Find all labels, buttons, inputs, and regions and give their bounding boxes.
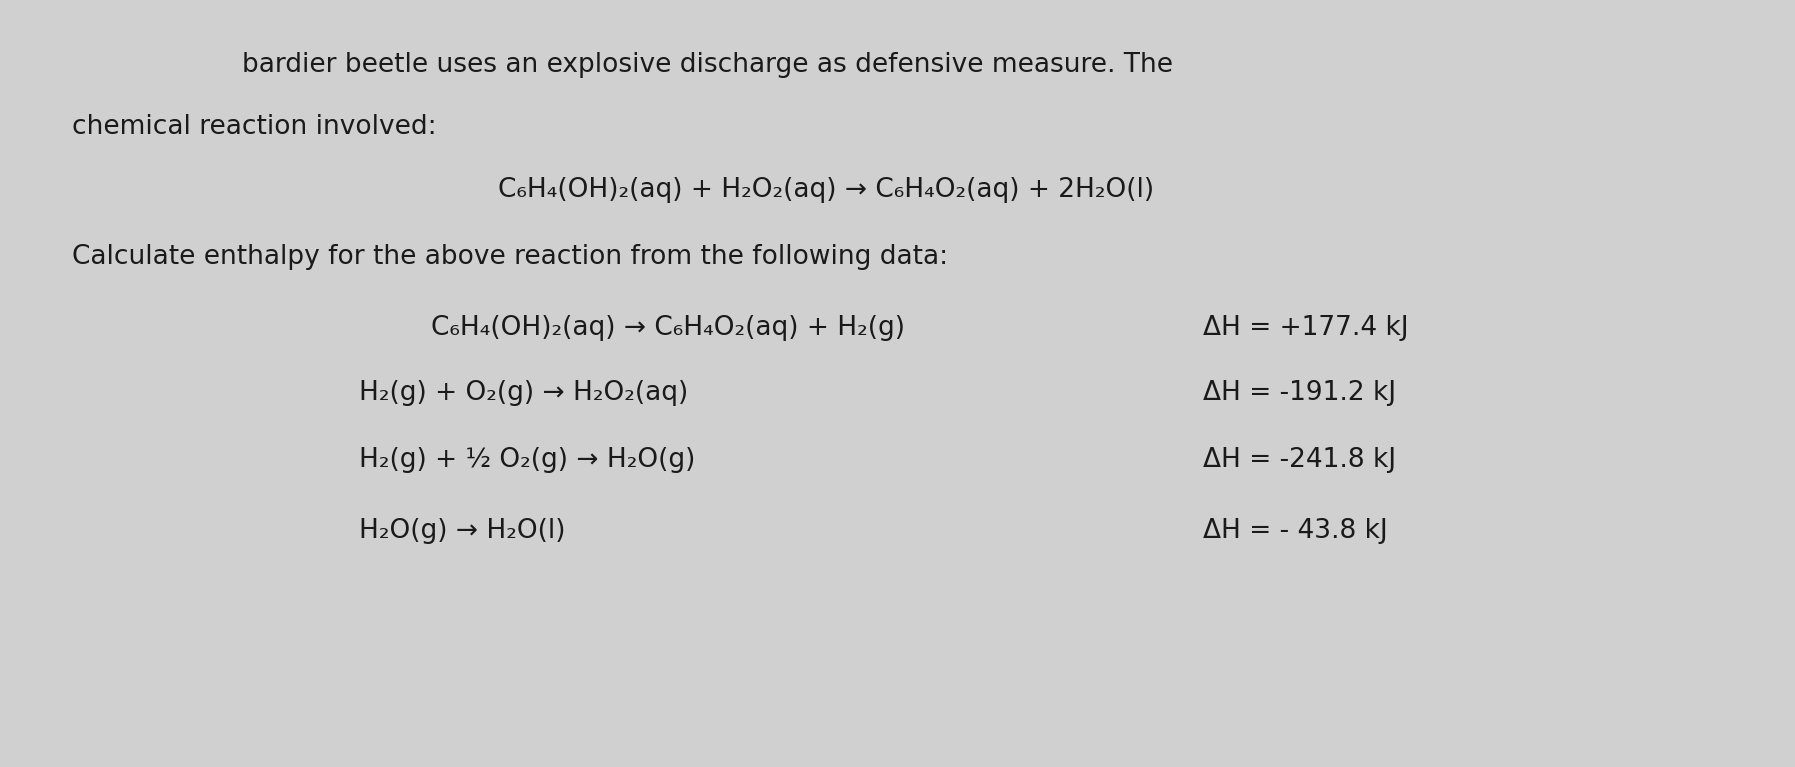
Text: Calculate enthalpy for the above reaction from the following data:: Calculate enthalpy for the above reactio… (72, 244, 948, 270)
Text: ΔH = +177.4 kJ: ΔH = +177.4 kJ (1203, 314, 1409, 341)
Text: ΔH = - 43.8 kJ: ΔH = - 43.8 kJ (1203, 518, 1388, 544)
Text: H₂(g) + O₂(g) → H₂O₂(aq): H₂(g) + O₂(g) → H₂O₂(aq) (359, 380, 687, 407)
Text: chemical reaction involved:: chemical reaction involved: (72, 114, 436, 140)
Text: bardier beetle uses an explosive discharge as defensive measure. The: bardier beetle uses an explosive dischar… (242, 52, 1174, 78)
Text: H₂(g) + ½ O₂(g) → H₂O(g): H₂(g) + ½ O₂(g) → H₂O(g) (359, 447, 695, 473)
Text: H₂O(g) → H₂O(l): H₂O(g) → H₂O(l) (359, 518, 565, 544)
Text: ΔH = -191.2 kJ: ΔH = -191.2 kJ (1203, 380, 1397, 407)
Text: ΔH = -241.8 kJ: ΔH = -241.8 kJ (1203, 447, 1397, 473)
Text: C₆H₄(OH)₂(aq) → C₆H₄O₂(aq) + H₂(g): C₆H₄(OH)₂(aq) → C₆H₄O₂(aq) + H₂(g) (431, 314, 905, 341)
Text: C₆H₄(OH)₂(aq) + H₂O₂(aq) → C₆H₄O₂(aq) + 2H₂O(l): C₆H₄(OH)₂(aq) + H₂O₂(aq) → C₆H₄O₂(aq) + … (497, 177, 1154, 203)
